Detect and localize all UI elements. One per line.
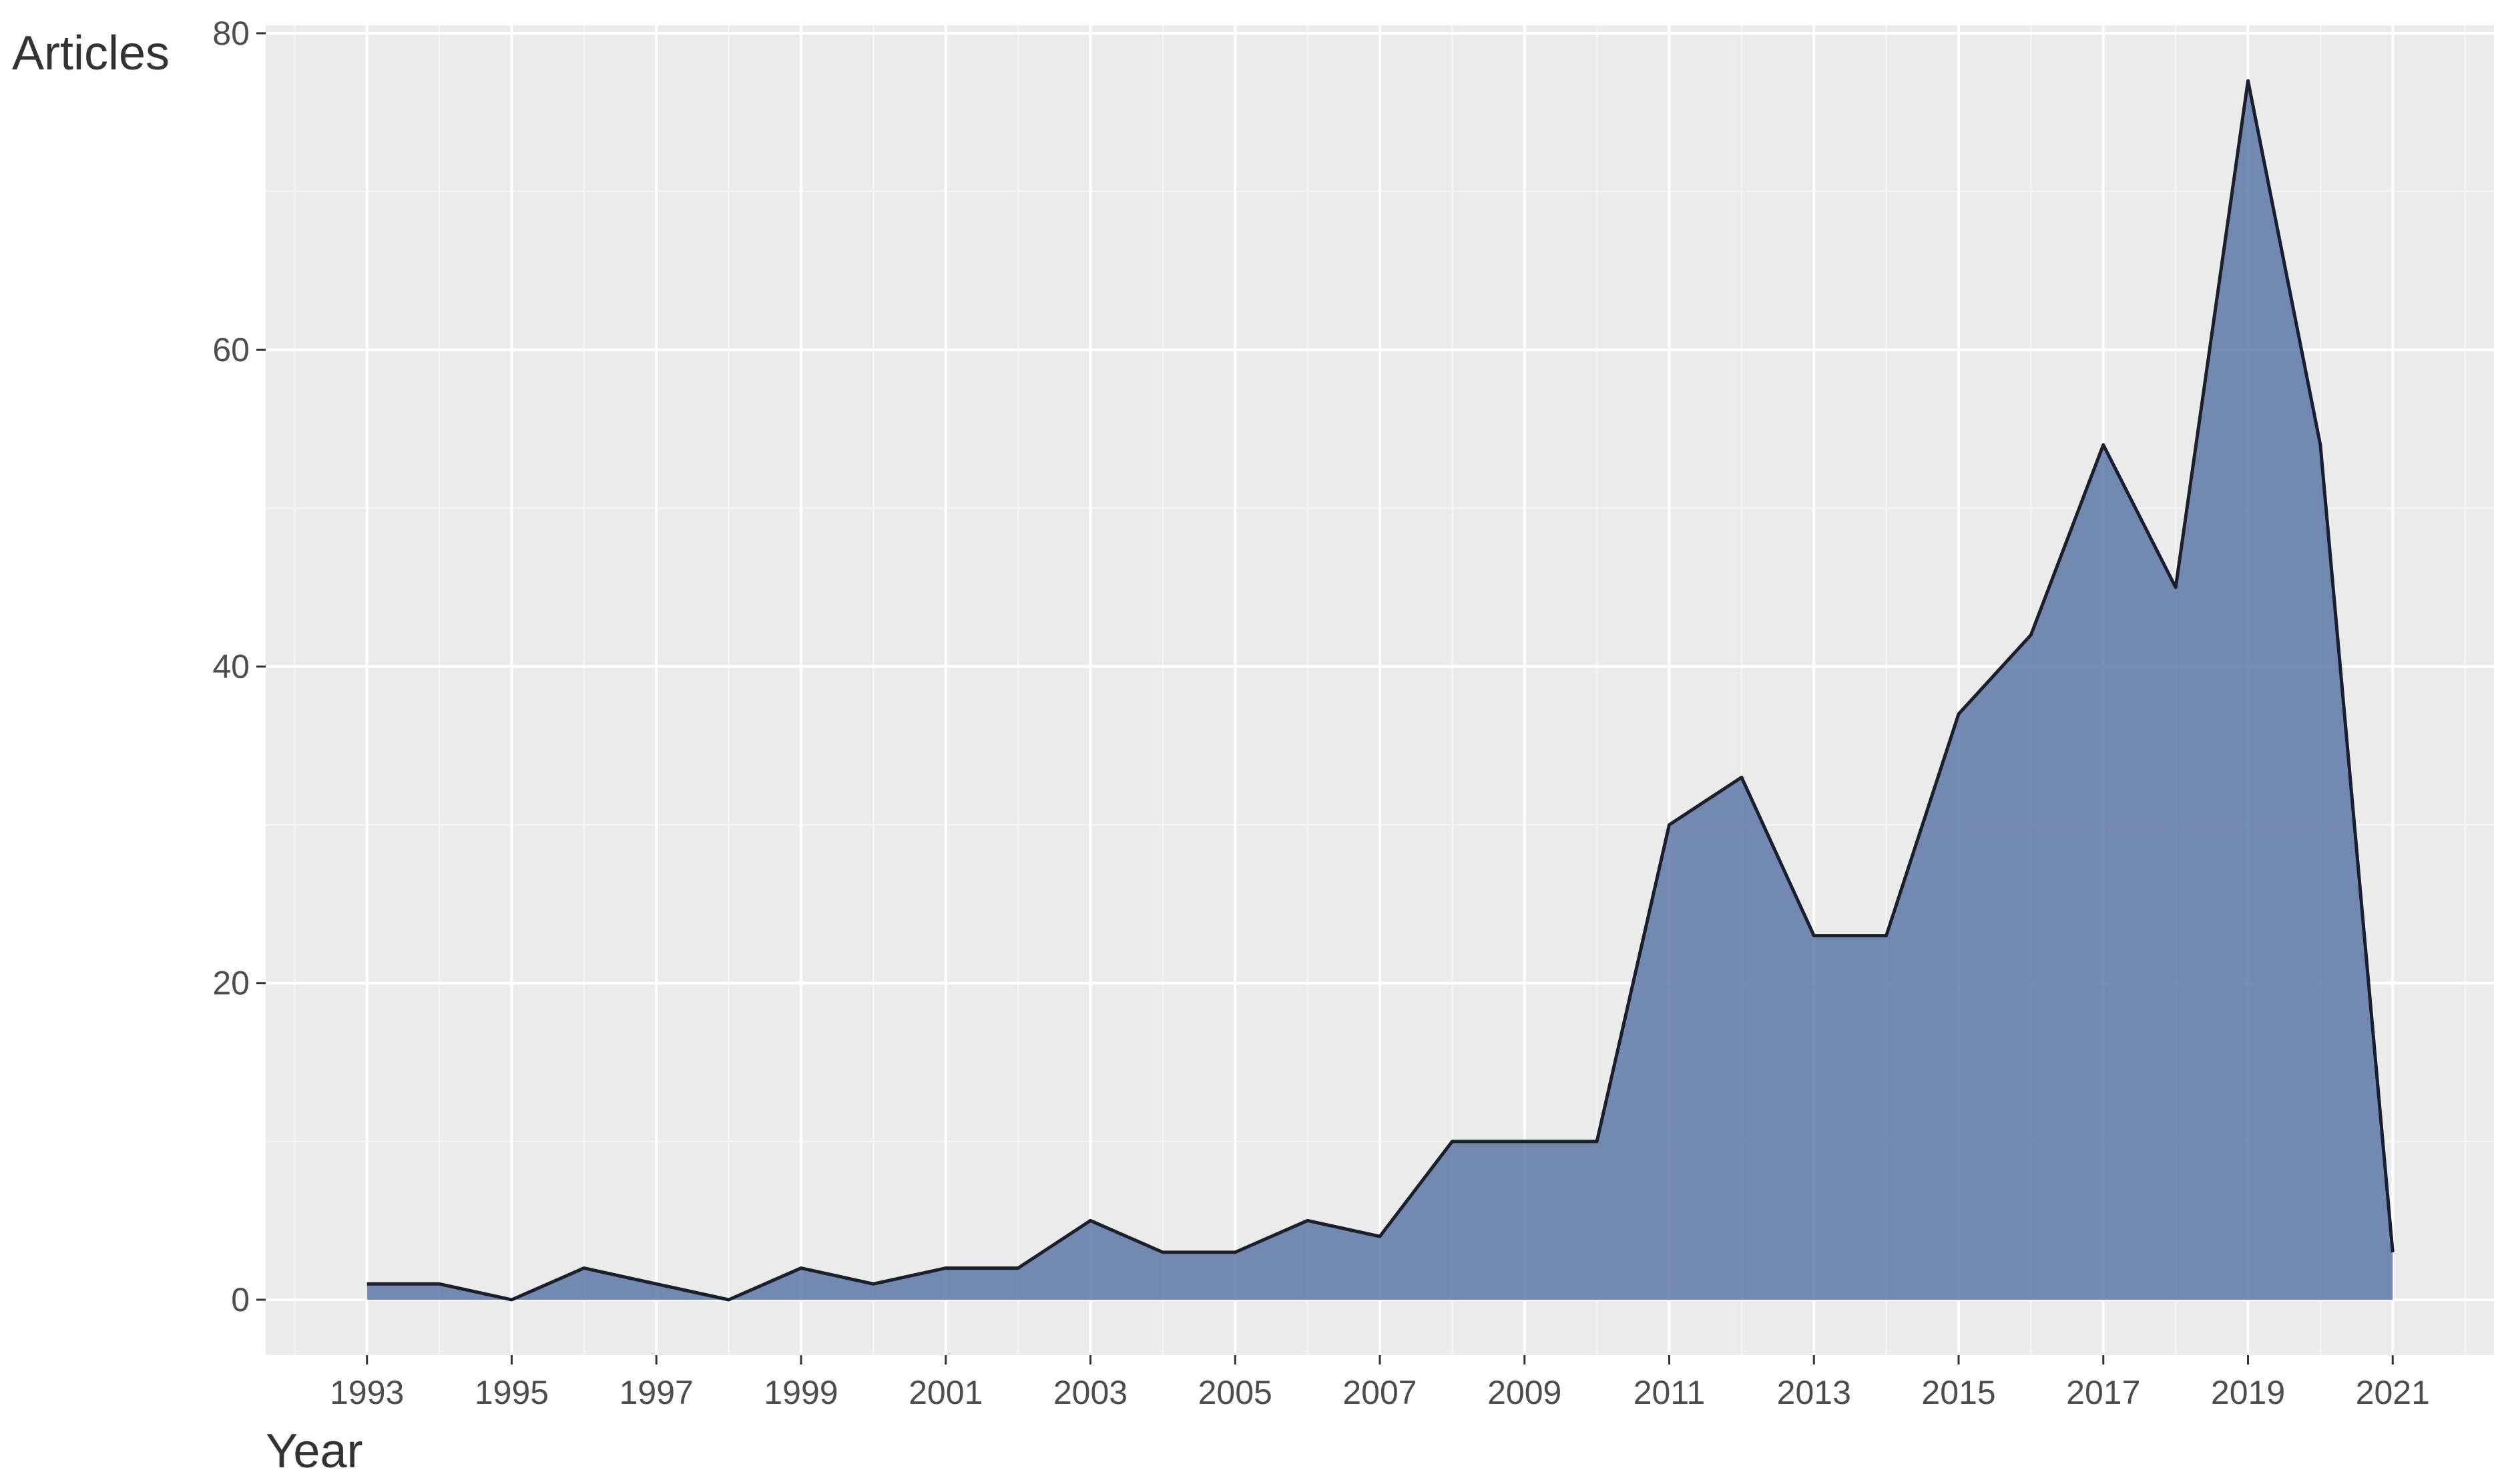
x-tick-label: 2017: [2066, 1374, 2140, 1411]
y-tick-label: 60: [212, 331, 250, 368]
x-tick-label: 2009: [1487, 1374, 1561, 1411]
y-axis-title: Articles: [12, 27, 170, 80]
x-tick-label: 2001: [909, 1374, 983, 1411]
x-tick-label: 2005: [1198, 1374, 1272, 1411]
x-tick-label: 1993: [330, 1374, 404, 1411]
x-axis-title: Year: [266, 1425, 362, 1478]
x-tick-label: 1997: [619, 1374, 694, 1411]
x-tick-label: 2003: [1053, 1374, 1128, 1411]
y-tick-label: 40: [212, 648, 250, 685]
x-tick-label: 2019: [2211, 1374, 2285, 1411]
x-axis: 1993 1995 1997 1999 2001 2003 2005 2007 2009 2011…: [330, 1355, 2430, 1411]
x-tick-label: 1995: [475, 1374, 549, 1411]
area-fill: [366, 81, 2393, 1300]
y-tick-label: 0: [231, 1281, 250, 1318]
x-tick-label: 2007: [1342, 1374, 1417, 1411]
y-tick-label: 20: [212, 965, 250, 1002]
x-tick-label: 2015: [1921, 1374, 1995, 1411]
y-axis: 0 20 40 60 80: [212, 15, 266, 1318]
y-tick-label: 80: [212, 15, 250, 52]
x-tick-label: 1999: [764, 1374, 838, 1411]
x-tick-label: 2021: [2356, 1374, 2430, 1411]
x-tick-label: 2013: [1777, 1374, 1851, 1411]
x-tick-label: 2011: [1634, 1374, 1706, 1411]
area-layer: [366, 79, 2395, 1302]
